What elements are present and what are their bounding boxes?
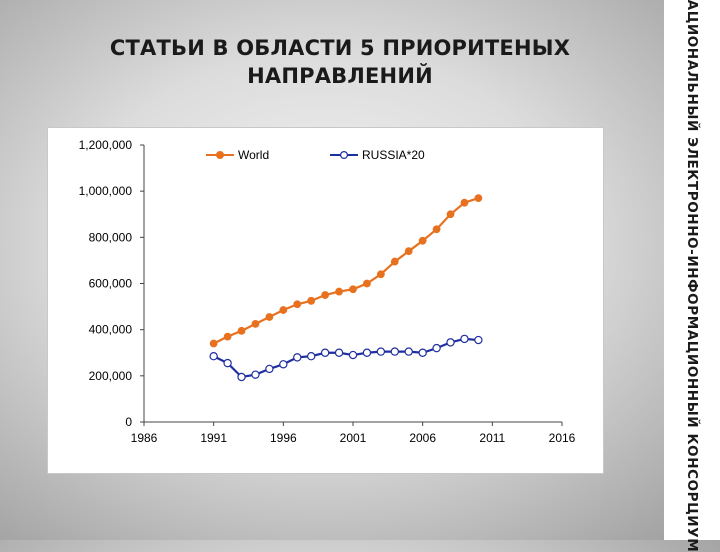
data-point (474, 335, 483, 345)
data-point (265, 364, 274, 374)
y-tick-label: 1,000,000 (79, 184, 133, 198)
data-point (209, 352, 218, 361)
legend-label: World (238, 148, 269, 162)
data-point (432, 343, 441, 353)
data-point (404, 347, 413, 356)
y-tick-label: 200,000 (89, 369, 133, 383)
data-point (460, 334, 469, 344)
data-point (348, 350, 358, 360)
legend-marker (216, 151, 225, 160)
data-point (349, 285, 357, 294)
data-point (237, 326, 246, 335)
data-point (404, 247, 413, 256)
data-point (390, 347, 399, 356)
data-point (320, 348, 330, 357)
x-tick-label: 1991 (200, 431, 227, 445)
data-point (376, 270, 385, 279)
data-point (446, 338, 455, 347)
data-point (237, 372, 246, 382)
data-point (307, 296, 316, 305)
x-tick-label: 2011 (479, 431, 505, 445)
data-point (376, 347, 386, 356)
data-point (209, 339, 218, 348)
data-point (334, 348, 344, 357)
side-band (664, 0, 720, 540)
data-point (390, 257, 399, 266)
data-point (307, 352, 316, 361)
y-tick-label: 800,000 (89, 230, 133, 244)
data-point (223, 332, 232, 341)
data-point (335, 287, 343, 296)
data-point (362, 348, 372, 357)
data-point (460, 198, 469, 207)
data-point (293, 300, 302, 309)
chart-panel: 0 200,000 400,000 600,000 800,000 1,000,000 1,… (47, 127, 604, 474)
x-tick-label: 2016 (549, 431, 576, 445)
data-point (363, 279, 371, 288)
data-point (446, 210, 455, 219)
title-line-2: НАПРАВЛЕНИЙ (247, 64, 433, 88)
data-point (474, 194, 483, 202)
data-point (265, 313, 274, 321)
line-chart: 0 200,000 400,000 600,000 800,000 1,000,000 1,… (79, 138, 576, 445)
data-point (293, 353, 302, 362)
x-tick-label: 1996 (270, 431, 297, 445)
y-tick-label: 400,000 (89, 323, 133, 337)
y-tick-label: 0 (125, 415, 132, 429)
x-tick-label: 2006 (409, 431, 436, 445)
data-point (279, 360, 288, 369)
y-tick-label: 1,200,000 (79, 138, 133, 152)
side-caption: НАЦИОНАЛЬНЫЙ ЭЛЕКТРОННО-ИНФОРМАЦИОННЫЙ К… (684, 0, 700, 552)
data-point (321, 291, 330, 299)
data-point (251, 370, 260, 379)
y-tick-label: 600,000 (89, 277, 133, 291)
legend-label: RUSSIA*20 (362, 148, 425, 162)
x-tick-label: 2001 (340, 431, 367, 445)
slide-title: СТАТЬИ В ОБЛАСТИ 5 ПРИОРИТЕНЫХ НАПРАВЛЕН… (60, 34, 620, 90)
title-line-1: СТАТЬИ В ОБЛАСТИ 5 ПРИОРИТЕНЫХ (109, 36, 571, 60)
x-tick-label: 1986 (131, 431, 158, 445)
data-point (418, 348, 427, 357)
data-point (251, 319, 260, 328)
data-point (432, 225, 441, 234)
data-point (223, 358, 232, 368)
data-point (418, 236, 427, 245)
legend-marker (340, 151, 349, 160)
data-point (279, 306, 288, 314)
